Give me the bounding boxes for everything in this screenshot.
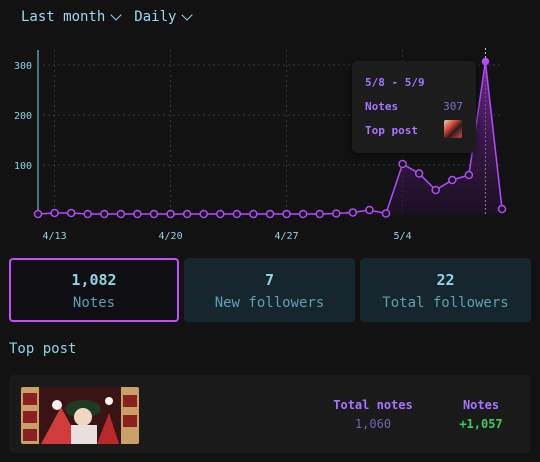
x-tick-label: 4/20: [159, 231, 183, 242]
y-tick-label: 100: [14, 161, 32, 172]
notes-gained-label: Notes: [462, 398, 500, 412]
data-point[interactable]: [199, 209, 208, 219]
data-point[interactable]: [464, 170, 474, 180]
data-point[interactable]: [315, 209, 324, 219]
data-point[interactable]: [448, 175, 457, 185]
notes-gained-value: +1,057: [459, 417, 503, 431]
data-point[interactable]: [33, 209, 43, 219]
total-notes-label: Total notes: [333, 398, 413, 412]
data-point[interactable]: [232, 209, 242, 219]
x-tick-label: 4/27: [275, 231, 299, 242]
data-point[interactable]: [332, 209, 341, 218]
data-point[interactable]: [298, 209, 308, 219]
top-post-heading: Top post: [9, 341, 77, 357]
data-point[interactable]: [497, 204, 507, 214]
tooltip-notes-value: 307: [443, 100, 463, 113]
stat-label: New followers: [214, 295, 325, 311]
tooltip-top-post-label: Top post: [365, 124, 418, 137]
data-point[interactable]: [166, 209, 175, 219]
chevron-down-icon: [110, 9, 122, 21]
notes-gained-column: Notes +1,057: [447, 398, 515, 431]
data-point[interactable]: [282, 209, 291, 219]
tooltip-notes-label: Notes: [365, 100, 399, 113]
stat-card-new-followers[interactable]: 7 New followers: [184, 258, 355, 322]
data-point[interactable]: [50, 208, 59, 218]
stat-card-notes[interactable]: 1,082 Notes: [9, 258, 179, 322]
data-point[interactable]: [216, 209, 225, 219]
data-point[interactable]: [381, 209, 391, 218]
stat-label: Notes: [72, 295, 116, 311]
y-tick-label: 300: [14, 61, 32, 72]
data-point[interactable]: [66, 208, 76, 218]
data-point[interactable]: [265, 209, 275, 219]
data-point[interactable]: [365, 205, 374, 215]
data-point[interactable]: [414, 169, 424, 178]
data-point[interactable]: [481, 57, 490, 66]
tooltip-date-range: 5/8 - 5/9: [365, 76, 425, 89]
interval-dropdown[interactable]: Daily: [134, 9, 194, 25]
chart-tooltip: 5/8 - 5/9 Notes 307 Top post: [352, 61, 476, 153]
filter-bar: Last month Daily: [21, 9, 194, 25]
range-dropdown-label: Last month: [21, 9, 106, 25]
stat-value: 22: [436, 271, 455, 289]
data-point[interactable]: [182, 209, 192, 219]
stat-label: Total followers: [382, 295, 509, 311]
stat-value: 7: [264, 271, 275, 289]
data-point[interactable]: [348, 208, 358, 217]
data-point[interactable]: [149, 209, 159, 219]
series-area: [38, 61, 502, 215]
interval-dropdown-label: Daily: [134, 9, 177, 25]
y-tick-label: 200: [14, 111, 32, 122]
data-point[interactable]: [431, 185, 440, 195]
total-notes-value: 1,060: [354, 417, 392, 431]
x-tick-label: 4/13: [43, 231, 67, 242]
data-point[interactable]: [249, 209, 258, 219]
range-dropdown[interactable]: Last month: [21, 9, 122, 25]
x-tick-label: 5/4: [394, 231, 412, 242]
chevron-down-icon: [181, 9, 194, 21]
stats-cards: 1,082 Notes 7 New followers 22 Total fol…: [9, 258, 531, 322]
data-point[interactable]: [83, 209, 92, 219]
data-point[interactable]: [133, 209, 142, 219]
tooltip-top-post-thumbnail[interactable]: [444, 120, 462, 138]
data-point[interactable]: [100, 209, 109, 219]
data-point[interactable]: [398, 159, 407, 169]
stat-value: 1,082: [71, 271, 117, 289]
artwork-image: [21, 387, 139, 444]
stat-card-total-followers[interactable]: 22 Total followers: [360, 258, 531, 322]
top-post-row[interactable]: Total notes 1,060 Notes +1,057: [9, 375, 531, 453]
total-notes-column: Total notes 1,060: [329, 398, 417, 431]
top-post-thumbnail[interactable]: [21, 387, 139, 444]
data-point[interactable]: [116, 209, 126, 219]
